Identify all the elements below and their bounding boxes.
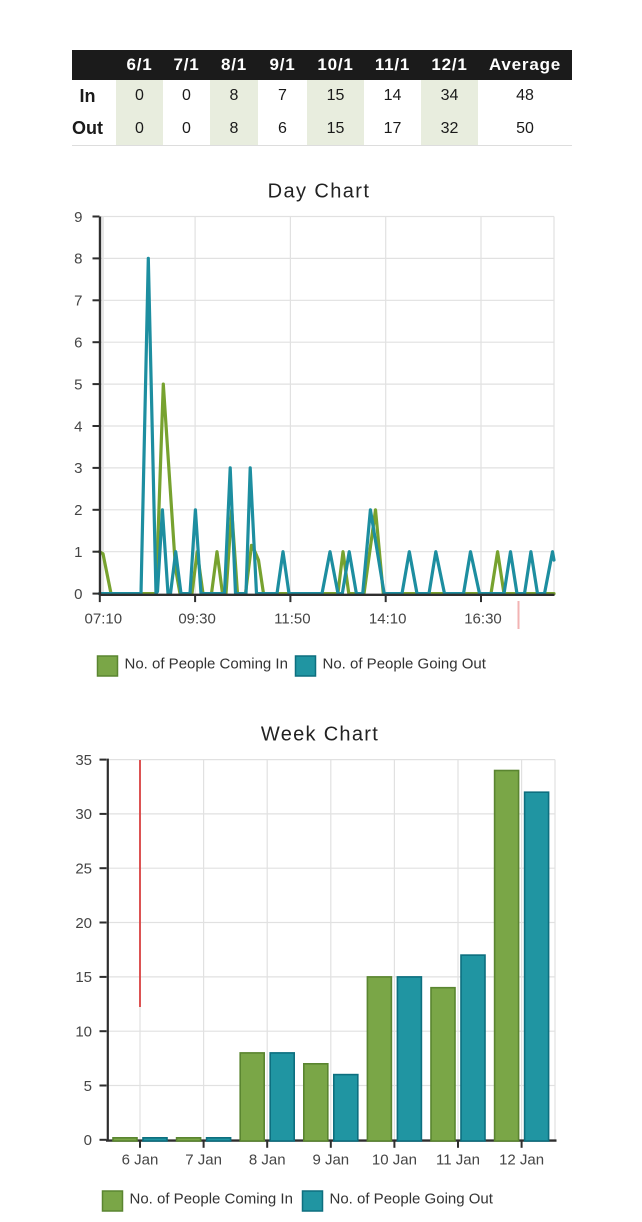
svg-text:35: 35 <box>75 752 92 769</box>
svg-text:7: 7 <box>74 293 82 310</box>
svg-text:7 Jan: 7 Jan <box>185 1152 222 1169</box>
svg-text:4: 4 <box>74 418 82 435</box>
svg-text:No. of People Coming In: No. of People Coming In <box>130 1191 293 1208</box>
svg-text:8 Jan: 8 Jan <box>249 1152 286 1169</box>
svg-text:15: 15 <box>75 969 92 986</box>
svg-text:11:50: 11:50 <box>274 611 310 628</box>
svg-text:12 Jan: 12 Jan <box>499 1152 544 1169</box>
svg-text:25: 25 <box>75 861 92 878</box>
svg-text:0: 0 <box>84 1132 92 1149</box>
svg-text:Week Chart: Week Chart <box>261 724 379 746</box>
svg-text:No. of People Going Out: No. of People Going Out <box>323 656 487 673</box>
svg-text:16:30: 16:30 <box>464 611 502 628</box>
svg-text:9 Jan: 9 Jan <box>312 1152 349 1169</box>
svg-text:20: 20 <box>75 915 92 932</box>
svg-text:10: 10 <box>75 1024 92 1041</box>
svg-text:0: 0 <box>74 586 82 603</box>
svg-text:09:30: 09:30 <box>178 611 216 628</box>
svg-text:9: 9 <box>74 209 82 226</box>
svg-text:No. of People Coming In: No. of People Coming In <box>125 656 288 673</box>
svg-text:30: 30 <box>75 806 92 823</box>
svg-text:14:10: 14:10 <box>369 611 407 628</box>
svg-text:10 Jan: 10 Jan <box>372 1152 417 1169</box>
svg-text:5: 5 <box>74 376 82 393</box>
svg-text:11 Jan: 11 Jan <box>436 1152 480 1169</box>
svg-text:07:10: 07:10 <box>85 611 123 628</box>
svg-text:8: 8 <box>74 251 82 268</box>
svg-text:1: 1 <box>74 544 82 561</box>
svg-text:No. of People Going Out: No. of People Going Out <box>330 1191 494 1208</box>
svg-text:6: 6 <box>74 335 82 352</box>
svg-text:5: 5 <box>84 1078 92 1095</box>
svg-text:Day Chart: Day Chart <box>268 181 371 203</box>
svg-text:2: 2 <box>74 502 82 519</box>
svg-text:3: 3 <box>74 460 82 477</box>
svg-text:6 Jan: 6 Jan <box>122 1152 159 1169</box>
